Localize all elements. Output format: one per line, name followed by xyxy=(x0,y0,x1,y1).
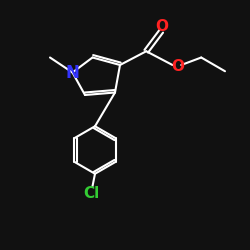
Text: O: O xyxy=(172,59,184,74)
Text: N: N xyxy=(65,64,79,82)
Text: Cl: Cl xyxy=(83,186,100,201)
Text: O: O xyxy=(155,19,168,34)
